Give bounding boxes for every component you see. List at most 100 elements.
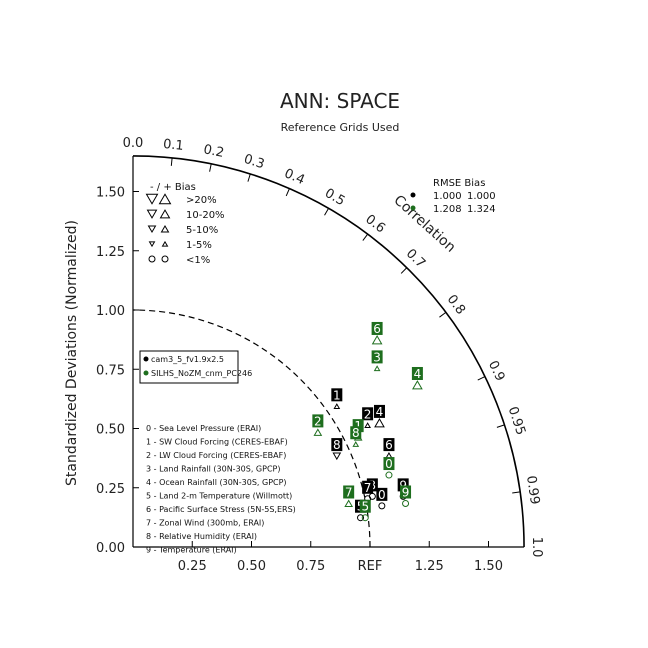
point-marker-box <box>383 438 395 452</box>
point-label: 0 <box>378 488 386 502</box>
correlation-tick-mark <box>512 491 521 494</box>
y-tick-label: 1.25 <box>96 245 125 260</box>
y-tick-label: 0.25 <box>96 482 125 497</box>
point-label: 7 <box>364 481 372 495</box>
data-point: 0 <box>376 487 388 510</box>
bias-legend-plus-symbol <box>161 240 169 247</box>
point-marker-box <box>350 426 362 440</box>
point-marker-box <box>376 487 388 501</box>
bias-symbol <box>402 499 410 507</box>
point-label: 1 <box>333 388 341 402</box>
point-marker-box <box>397 478 409 492</box>
point-label: 4 <box>414 367 422 381</box>
point-label: 9 <box>399 478 407 492</box>
bias-legend-minus-symbol <box>148 241 156 248</box>
correlation-tick-label: 0.3 <box>242 152 266 173</box>
bias-symbol <box>357 514 365 522</box>
case-legend-dot <box>143 356 149 362</box>
bias-legend-label: 5-10% <box>186 225 218 236</box>
rmse-series-dot <box>410 205 416 211</box>
point-label: 7 <box>345 485 353 499</box>
point-marker-box <box>343 485 355 499</box>
legend-layer: - / + Bias >20% 10-20% 5-10% 1-5% <1% RMSE Bia… <box>139 178 496 555</box>
variable-legend-item: 3 - Land Rainfall (30N-30S, GPCP) <box>146 465 280 474</box>
rmse-series-dot <box>410 192 416 198</box>
correlation-tick-mark <box>400 267 408 274</box>
variable-legend-item: 9 - Temperature (ERAI) <box>146 546 237 555</box>
point-marker-box <box>312 414 324 428</box>
x-tick-label: 1.50 <box>474 559 503 574</box>
point-marker-box <box>331 388 343 402</box>
data-point: 2 <box>312 414 324 436</box>
bias-symbol <box>333 403 341 409</box>
point-marker-box <box>373 404 385 418</box>
bias-legend-plus-symbol <box>159 209 171 219</box>
correlation-tick-mark <box>362 233 369 241</box>
variable-legend-item: 1 - SW Cloud Forcing (CERES-EBAF) <box>146 438 288 447</box>
correlation-tick-mark <box>324 208 329 216</box>
x-tick-label: REF <box>358 559 383 574</box>
bias-legend-minus-symbol <box>145 193 159 205</box>
correlation-arc <box>132 155 525 548</box>
bias-symbol <box>352 441 360 447</box>
point-marker-box <box>371 321 383 335</box>
data-point: 3 <box>371 350 383 372</box>
case-legend-label: cam3_5_fv1.9x2.5 <box>151 355 224 364</box>
y-tick-label: 0.75 <box>96 363 125 378</box>
chart-subtitle: Reference Grids Used <box>281 121 400 134</box>
data-point: 8 <box>350 426 362 447</box>
y-tick-label: 1.50 <box>96 186 125 201</box>
bias-symbol <box>371 335 383 345</box>
point-label: 1 <box>354 419 362 433</box>
data-point: 8 <box>331 438 343 461</box>
point-marker-box <box>400 485 412 499</box>
point-label: 3 <box>373 350 381 364</box>
x-tick-label: 0.25 <box>178 559 207 574</box>
bias-symbol <box>373 365 381 372</box>
correlation-tick-label: 0.0 <box>123 136 144 151</box>
data-point: 2 <box>362 407 374 428</box>
point-marker-box <box>383 457 395 471</box>
bias-legend-minus-symbol <box>146 209 158 219</box>
bias-value: 1.324 <box>467 204 496 215</box>
chart-title: ANN: SPACE <box>280 89 400 113</box>
bias-symbol <box>374 417 385 428</box>
bias-symbol <box>364 422 371 428</box>
bias-value: 1.000 <box>467 191 496 202</box>
data-point: 9 <box>400 485 412 507</box>
data-point: 6 <box>383 438 395 460</box>
correlation-tick-label: 0.99 <box>523 475 542 506</box>
point-marker-box <box>411 366 423 380</box>
correlation-tick-mark <box>247 173 251 182</box>
variable-legend-item: 0 - Sea Level Pressure (ERAI) <box>146 424 261 433</box>
correlation-tick-label: 1.0 <box>529 537 544 558</box>
y-tick-label: 0.00 <box>96 541 125 556</box>
point-label: 6 <box>385 438 393 452</box>
point-label: 6 <box>373 322 381 336</box>
bias-symbol <box>378 502 386 510</box>
y-tick-label: 0.50 <box>96 423 125 438</box>
bias-symbol <box>332 452 342 461</box>
data-point: 7 <box>362 480 374 503</box>
point-label: 8 <box>333 438 341 452</box>
variable-legend-item: 5 - Land 2-m Temperature (Willmott) <box>146 492 292 501</box>
case-legend-dot <box>143 370 149 376</box>
point-marker-box <box>362 407 374 421</box>
bias-legend-label: <1% <box>186 255 210 266</box>
bias-legend-plus-symbol <box>160 224 170 233</box>
data-point: 5 <box>359 499 371 522</box>
variable-legend-item: 7 - Zonal Wind (300mb, ERAI) <box>146 519 264 528</box>
bias-legend-plus-symbol <box>158 193 172 205</box>
correlation-tick-mark <box>209 163 212 172</box>
x-tick-label: 0.50 <box>237 559 266 574</box>
correlation-tick-mark <box>285 188 290 197</box>
variable-legend-item: 2 - LW Cloud Forcing (CERES-EBAF) <box>146 451 286 460</box>
point-label: 2 <box>314 414 322 428</box>
bias-symbol <box>344 499 354 508</box>
axes-layer: 0.25 0.50 0.75 REF 1.25 1.500.000.250.500.751… <box>96 136 544 574</box>
point-marker-box <box>371 350 383 364</box>
point-marker-box <box>359 499 371 513</box>
x-tick-label: 1.25 <box>415 559 444 574</box>
